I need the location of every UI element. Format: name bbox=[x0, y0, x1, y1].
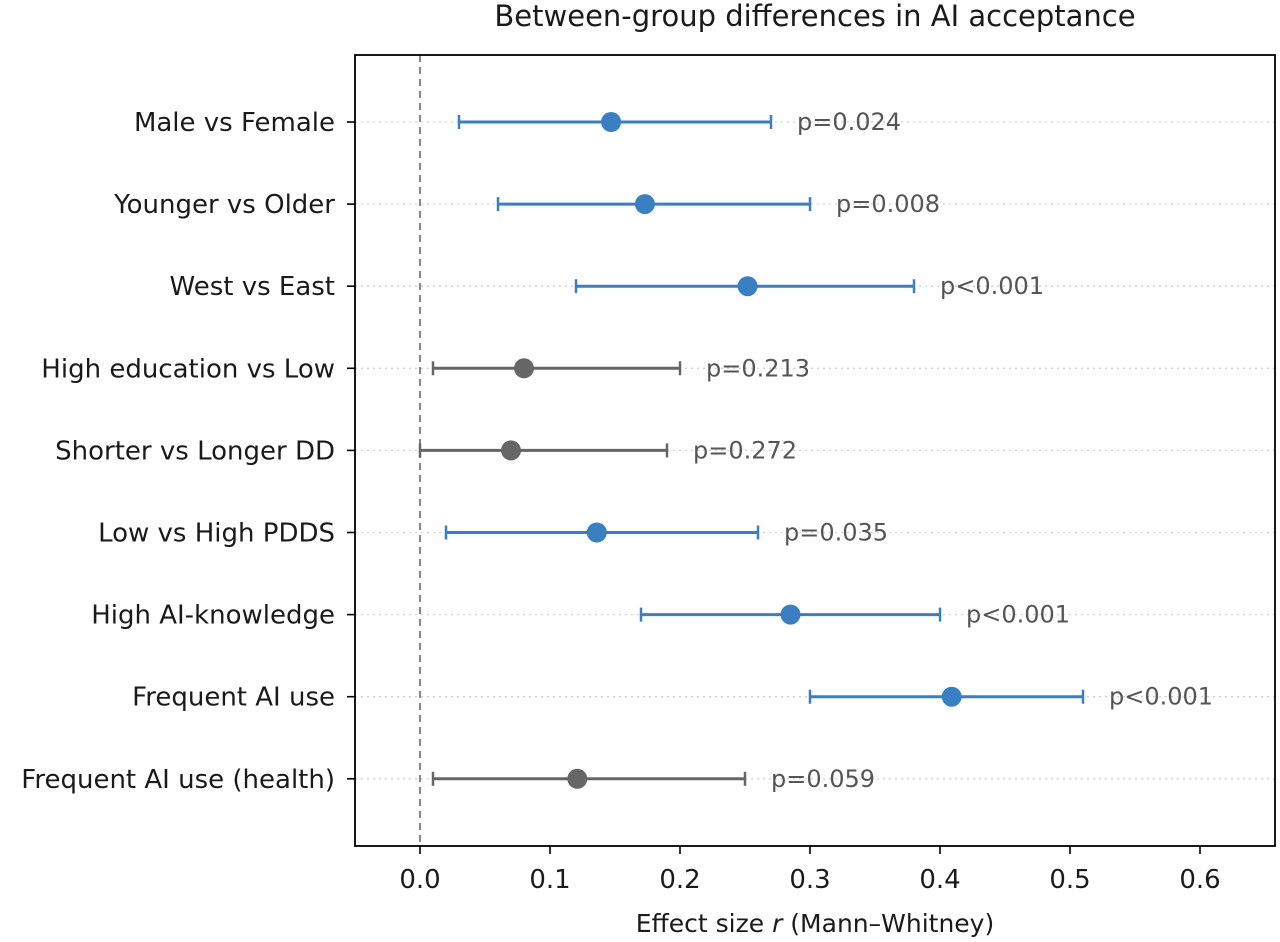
x-tick-label: 0.2 bbox=[659, 865, 700, 895]
point-estimate bbox=[941, 686, 962, 707]
point-estimate bbox=[567, 768, 588, 789]
x-tick-label: 0.3 bbox=[789, 865, 830, 895]
p-value-label: p<0.001 bbox=[966, 601, 1070, 629]
x-axis-label: Effect size r (Mann–Whitney) bbox=[636, 909, 994, 938]
category-label: High education vs Low bbox=[41, 354, 335, 384]
point-estimate bbox=[514, 358, 534, 379]
category-label: Frequent AI use bbox=[132, 683, 335, 713]
x-tick-label: 0.0 bbox=[399, 865, 440, 895]
chart-title: Between-group differences in AI acceptan… bbox=[494, 0, 1135, 33]
p-value-label: p=0.059 bbox=[771, 765, 875, 793]
p-value-label: p=0.272 bbox=[693, 436, 797, 464]
category-label: Younger vs Older bbox=[113, 190, 335, 220]
point-estimate bbox=[737, 276, 758, 297]
p-value-label: p<0.001 bbox=[940, 272, 1044, 300]
p-value-label: p=0.024 bbox=[797, 108, 901, 136]
x-tick-label: 0.1 bbox=[529, 865, 570, 895]
plot-frame bbox=[354, 54, 1276, 847]
category-label: Frequent AI use (health) bbox=[21, 765, 335, 795]
x-tick-label: 0.4 bbox=[919, 865, 960, 895]
point-estimate bbox=[780, 604, 801, 625]
category-label: Male vs Female bbox=[134, 108, 335, 138]
point-estimate bbox=[601, 112, 622, 132]
x-tick-label: 0.6 bbox=[1179, 865, 1220, 895]
x-tick-label: 0.5 bbox=[1049, 865, 1090, 895]
point-estimate bbox=[634, 194, 655, 215]
category-label: High AI-knowledge bbox=[91, 601, 335, 631]
p-value-label: p=0.213 bbox=[706, 354, 810, 382]
category-label: Low vs High PDDS bbox=[98, 519, 335, 549]
point-estimate bbox=[586, 522, 607, 543]
p-value-label: p<0.001 bbox=[1109, 683, 1213, 711]
p-value-label: p=0.008 bbox=[836, 190, 940, 218]
point-estimate bbox=[501, 440, 521, 461]
category-label: West vs East bbox=[170, 272, 335, 302]
p-value-label: p=0.035 bbox=[784, 519, 888, 547]
category-label: Shorter vs Longer DD bbox=[55, 436, 335, 466]
